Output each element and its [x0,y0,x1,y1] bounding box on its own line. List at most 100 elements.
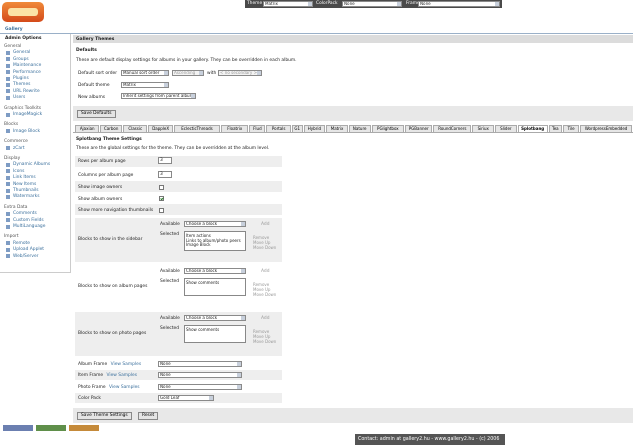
rows-input[interactable]: 3 [158,157,172,164]
row-bg [75,312,282,356]
color-pack-select[interactable]: Gold Leaf [158,395,214,401]
frame-select[interactable]: None [158,383,242,390]
defaults-button-bar [73,106,633,121]
selected-item[interactable]: Show comments [186,280,220,285]
frame-select[interactable]: None [158,361,242,367]
sidebar-group: Commerce [4,139,28,145]
list-action[interactable]: Move Down [253,339,277,344]
sidebar-icon [6,247,10,252]
sidebar-icon [6,162,10,167]
badge[interactable] [3,425,33,431]
selected-list[interactable]: Show comments [184,325,246,343]
frames-select[interactable]: None [418,1,500,7]
list-action[interactable]: Move Down [253,292,277,297]
theme-label: Theme [247,1,263,6]
sort-select[interactable]: Manual sort order [121,70,169,76]
colorpack-select[interactable]: None [342,1,402,7]
selected-item[interactable]: Item actions [186,233,211,238]
image-owners-checkbox[interactable] [159,185,164,190]
selected-item[interactable]: Links to album/photo peers [186,237,241,243]
sidebar-link[interactable]: URL Rewrite [13,88,40,94]
list-action[interactable]: Move Up [253,334,271,339]
sidebar-link[interactable]: Comments [13,211,37,217]
sidebar-link[interactable]: Image Block [13,128,41,134]
sidebar-icon [6,82,10,87]
footer-text: Contact: admin at gallery2.hu - www.gall… [358,437,500,442]
album-owners-checkbox[interactable] [159,196,164,201]
badge[interactable] [69,425,99,431]
columns-input[interactable]: 3 [158,171,172,178]
selected-item[interactable]: Image Block [186,242,211,248]
selected-item[interactable]: Show comments [186,327,220,332]
list-action[interactable]: Move Up [253,240,271,245]
sidebar-link[interactable]: Link Items [13,175,36,181]
sidebar-link[interactable]: Custom Fields [13,217,44,223]
add-link[interactable]: Add [261,222,270,227]
sidebar-icon [6,241,10,246]
sidebar-link[interactable]: Plugins [13,76,29,81]
sidebar-icon [6,218,10,223]
list-action[interactable]: Remove [253,329,270,334]
frame-label: Album Frame View Samples [78,362,142,367]
settings-heading: Splotbang Theme Settings [76,137,142,142]
selected-label: Selected [160,232,180,237]
block-select[interactable]: Choose a block [184,221,246,227]
sidebar-link[interactable]: Icons [13,168,25,174]
sidebar-link[interactable]: Groups [13,56,29,62]
add-link[interactable]: Add [261,269,270,274]
view-samples-link[interactable]: View Samples [106,373,138,379]
list-action[interactable]: Move Up [253,287,271,292]
sidebar-link[interactable]: Users [13,95,26,101]
sidebar-icon [6,254,10,259]
sidebar-link[interactable]: ImageMagick [13,112,43,117]
view-samples-link[interactable]: View Samples [109,384,140,390]
defaults-description: These are default display settings for a… [76,58,297,63]
row-bg [75,218,282,262]
selected-list[interactable]: Show comments [184,278,246,296]
new-albums-select[interactable]: Inherit settings from parent album [121,93,196,99]
theme-select[interactable]: Matrix [263,1,313,7]
footer-bar [355,434,505,445]
frame-select[interactable]: None [158,372,242,379]
tab-rule [73,132,633,133]
sidebar-link[interactable]: Thumbnails [13,188,39,193]
colorpack-label: ColorPack [316,1,338,6]
sidebar-icon [6,57,10,62]
sidebar-link[interactable]: General [13,50,31,56]
reset-button[interactable]: Reset [138,412,159,420]
sidebar-icon [6,211,10,216]
sidebar-link[interactable]: Performance [13,69,41,75]
sidebar-link[interactable]: Maintenance [13,63,42,69]
default-theme-select[interactable]: Matrix [121,82,169,88]
sidebar-link[interactable]: Upload Applet [13,247,45,253]
badge[interactable] [36,425,66,431]
logo-mark [8,8,38,16]
save-defaults-button[interactable]: Save Defaults [77,110,116,118]
sort-direction: Ascending [172,70,204,76]
sidebar-link[interactable]: New Items [13,181,37,187]
list-action[interactable]: Remove [253,235,270,240]
view-samples-link[interactable]: View Samples [110,362,142,367]
list-action[interactable]: Move Down [253,245,277,250]
sidebar-title: Admin Options [5,36,42,41]
sidebar-link[interactable]: Dynamic Albums [13,162,51,168]
save-settings-button[interactable]: Save Theme Settings [77,412,132,420]
sidebar-link[interactable]: Watermarks [13,194,40,200]
sidebar-link[interactable]: MultiLanguage [13,224,46,229]
sidebar-link[interactable]: Remote [13,240,30,246]
sidebar-link[interactable]: Themes [13,82,31,88]
color-pack-label: Color Pack [78,396,101,401]
sidebar-group: Graphics Toolkits [4,105,42,111]
sidebar-icon [6,112,10,117]
block-select[interactable]: Choose a block [184,315,246,321]
list-action[interactable]: Remove [253,282,270,287]
selected-list[interactable]: Item actions Links to album/photo peers Im… [184,231,246,251]
nav-thumbs-checkbox[interactable] [159,208,164,213]
sidebar-icon [6,76,10,81]
block-select[interactable]: Choose a block [184,268,246,274]
sidebar-link[interactable]: zCart [13,145,25,151]
breadcrumb[interactable]: Gallery [5,27,23,32]
add-link[interactable]: Add [261,316,270,321]
sidebar-link[interactable]: Web/Server [13,253,39,259]
selected-label: Selected [160,279,180,284]
